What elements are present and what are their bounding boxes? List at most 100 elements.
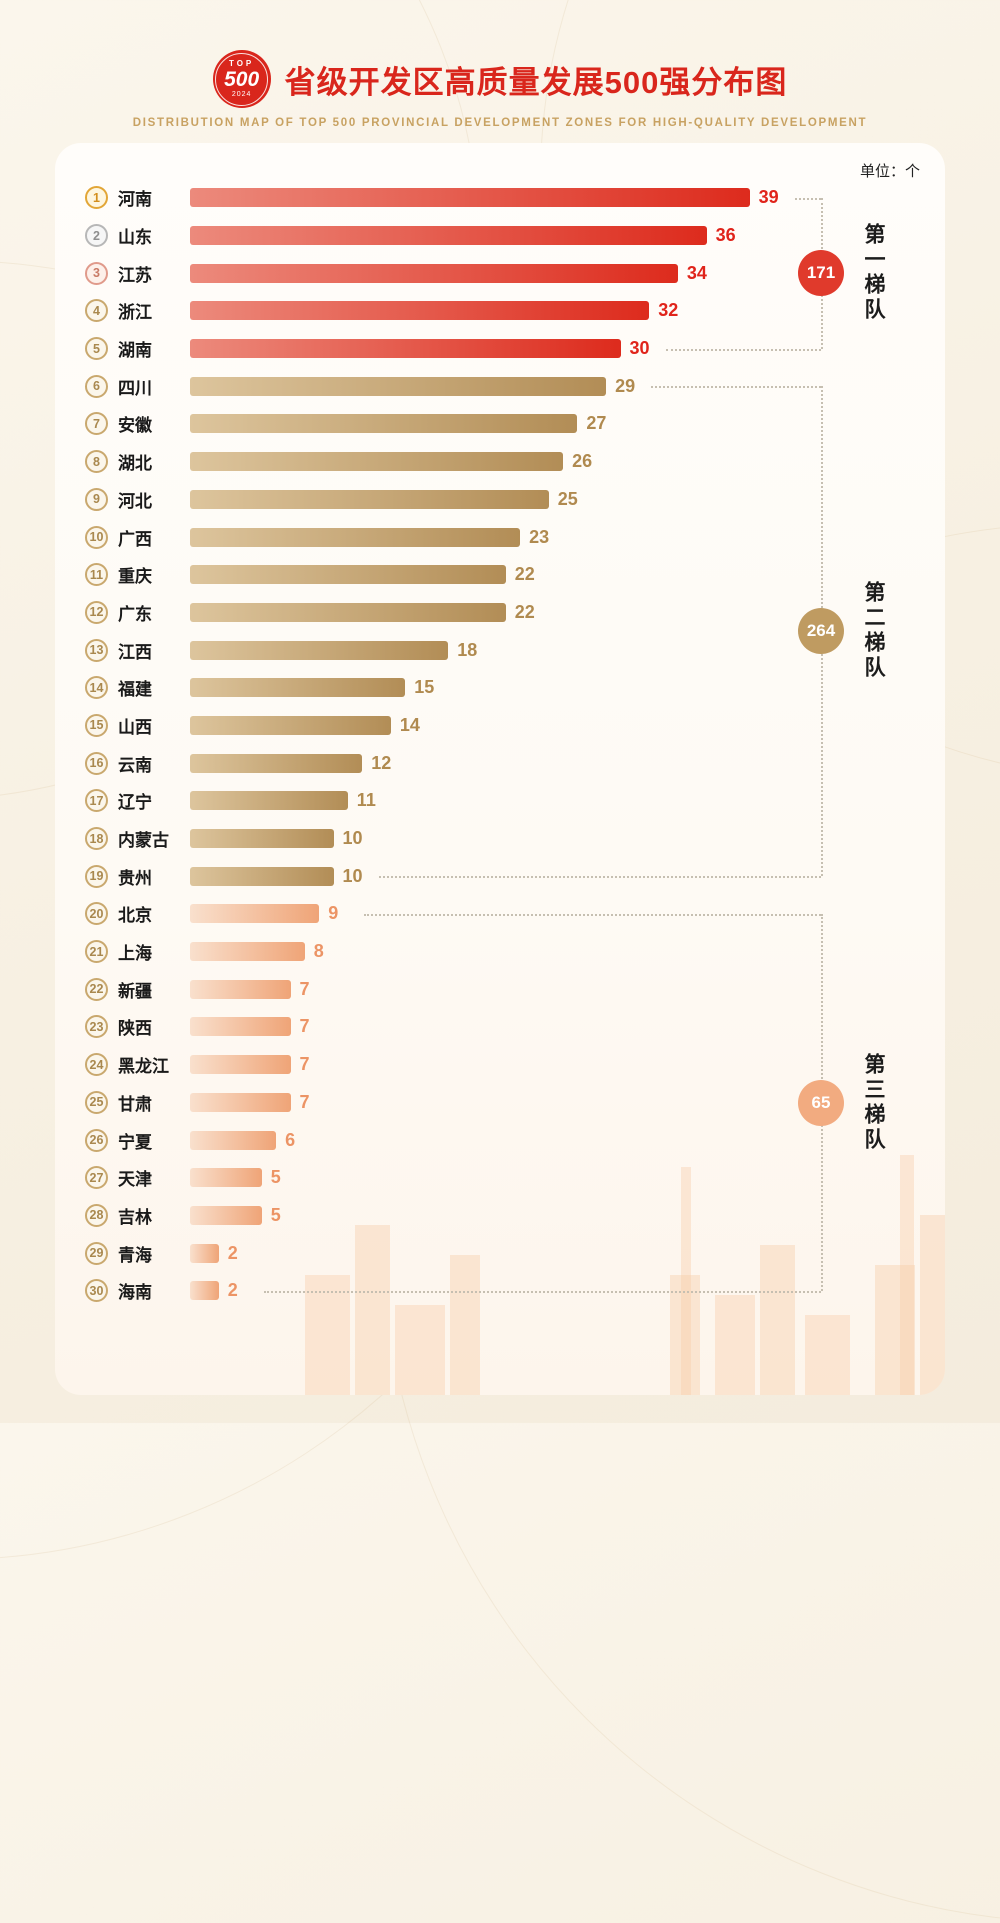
value-bar [190, 263, 678, 283]
rank-badge: 9 [85, 487, 108, 511]
value-label: 36 [715, 225, 736, 246]
logo-top-text: TOP [228, 59, 255, 68]
province-label: 青海 [118, 1245, 152, 1265]
value-bar [190, 640, 449, 660]
value-bar [190, 791, 348, 811]
rank-badge: 17 [85, 789, 108, 813]
rank-badge: 29 [85, 1241, 108, 1265]
value-label: 7 [299, 1016, 310, 1037]
chart-row-rank-18: 18 内蒙古 10 [55, 820, 945, 858]
chart-row-rank-14: 14 福建 15 [55, 669, 945, 707]
value-label: 34 [686, 262, 707, 283]
rank-badge: 25 [85, 1090, 108, 1114]
value-label: 22 [514, 601, 535, 622]
value-label: 14 [399, 714, 420, 735]
province-label: 安徽 [118, 416, 152, 436]
rank-badge: 11 [85, 563, 108, 587]
value-label: 2 [227, 1280, 238, 1301]
province-label: 黑龙江 [118, 1057, 169, 1077]
province-label: 新疆 [118, 981, 152, 1001]
chart-row-rank-17: 17 辽宁 11 [55, 782, 945, 820]
province-label: 天津 [118, 1170, 152, 1190]
value-label: 25 [557, 488, 578, 509]
value-bar [190, 301, 650, 321]
value-label: 9 [328, 903, 339, 924]
value-bar [190, 565, 506, 585]
rank-badge: 4 [85, 299, 108, 323]
value-bar [190, 1281, 219, 1301]
value-label: 22 [514, 564, 535, 585]
value-bar [190, 1205, 262, 1225]
value-bar [190, 979, 291, 999]
value-bar [190, 866, 334, 886]
province-label: 广东 [118, 604, 152, 624]
province-label: 海南 [118, 1283, 152, 1303]
chart-row-rank-9: 9 河北 25 [55, 481, 945, 519]
province-label: 北京 [118, 906, 152, 926]
chart-row-rank-19: 19 贵州 10 [55, 857, 945, 895]
province-label: 湖南 [118, 341, 152, 361]
value-label: 26 [572, 451, 593, 472]
value-bar [190, 753, 363, 773]
province-label: 辽宁 [118, 793, 152, 813]
chart-row-rank-3: 3 江苏 34 [55, 254, 945, 292]
value-label: 5 [270, 1204, 281, 1225]
value-bar [190, 489, 549, 509]
value-label: 7 [299, 1091, 310, 1112]
chart-row-rank-6: 6 四川 29 [55, 367, 945, 405]
chart-row-rank-27: 27 天津 5 [55, 1159, 945, 1197]
value-bar [190, 602, 506, 622]
value-label: 8 [313, 941, 324, 962]
header-row: TOP 500 2024 省级开发区高质量发展500强分布图 [0, 50, 1000, 108]
value-label: 32 [658, 300, 679, 321]
logo-number-text: 500 [224, 68, 260, 91]
province-label: 浙江 [118, 303, 152, 323]
chart-row-rank-30: 30 海南 2 [55, 1272, 945, 1310]
rank-badge: 15 [85, 713, 108, 737]
province-label: 重庆 [118, 567, 152, 587]
chart-row-rank-22: 22 新疆 7 [55, 970, 945, 1008]
province-label: 四川 [118, 378, 152, 398]
rank-badge: 21 [85, 940, 108, 964]
page-subtitle: DISTRIBUTION MAP OF TOP 500 PROVINCIAL D… [132, 117, 868, 129]
province-label: 甘肃 [118, 1094, 152, 1114]
province-label: 湖北 [118, 454, 152, 474]
value-label: 29 [615, 375, 636, 396]
value-bar [190, 1092, 291, 1112]
province-label: 河北 [118, 491, 152, 511]
header: TOP 500 2024 省级开发区高质量发展500强分布图 DISTRIBUT… [0, 50, 1000, 129]
unit-label: 单位：个 [859, 163, 920, 180]
chart-row-rank-24: 24 黑龙江 7 [55, 1046, 945, 1084]
value-bar [190, 1243, 219, 1263]
rank-badge: 18 [85, 827, 108, 851]
value-label: 5 [270, 1167, 281, 1188]
value-label: 7 [299, 1054, 310, 1075]
rank-badge: 27 [85, 1166, 108, 1190]
rank-badge: 28 [85, 1203, 108, 1227]
rank-badge: 16 [85, 751, 108, 775]
province-label: 江苏 [118, 265, 152, 285]
chart-card: 单位：个 1 河南 39 2 山东 36 3 江苏 34 4 浙江 32 5 湖南 30 6 四川 29 7 安徽 27… [55, 143, 945, 1395]
value-bar [190, 1168, 262, 1188]
value-bar [190, 829, 334, 849]
value-label: 7 [299, 978, 310, 999]
value-label: 10 [342, 865, 363, 886]
rank-badge: 5 [85, 337, 108, 361]
rank-badge: 1 [85, 186, 108, 210]
rank-badge: 13 [85, 638, 108, 662]
province-label: 云南 [118, 755, 152, 775]
value-bar [190, 1055, 291, 1075]
value-bar [190, 376, 607, 396]
value-bar [190, 715, 391, 735]
chart-row-rank-15: 15 山西 14 [55, 707, 945, 745]
chart-row-rank-25: 25 甘肃 7 [55, 1084, 945, 1122]
chart-row-rank-11: 11 重庆 22 [55, 556, 945, 594]
province-label: 广西 [118, 529, 152, 549]
rank-badge: 22 [85, 977, 108, 1001]
rank-badge: 8 [85, 450, 108, 474]
rank-badge: 12 [85, 600, 108, 624]
chart-row-rank-7: 7 安徽 27 [55, 405, 945, 443]
value-label: 10 [342, 828, 363, 849]
page-title: 省级开发区高质量发展500强分布图 [284, 64, 788, 100]
rank-badge: 14 [85, 676, 108, 700]
